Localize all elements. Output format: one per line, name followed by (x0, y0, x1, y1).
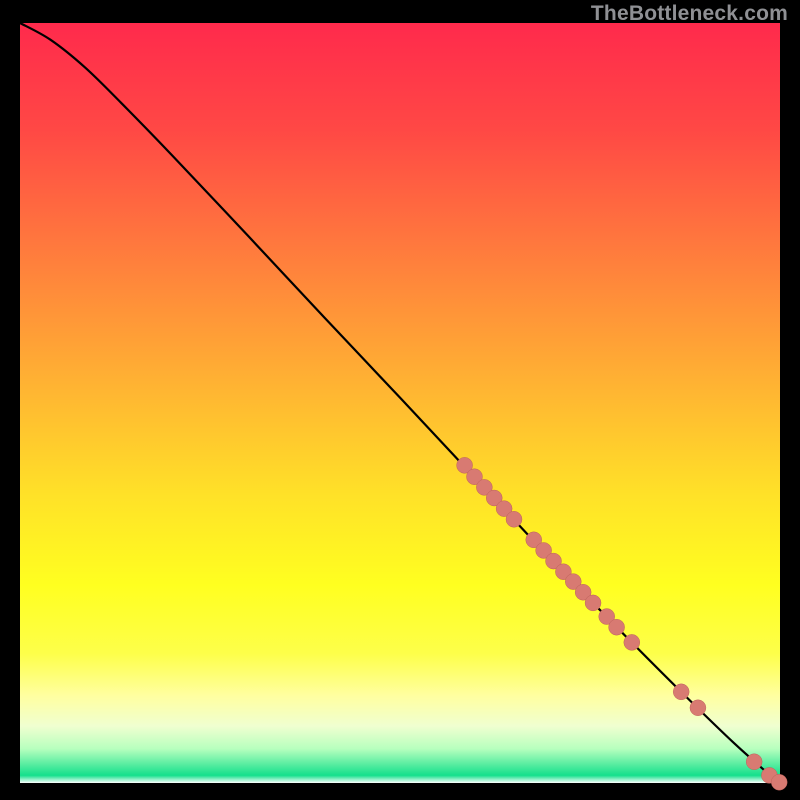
chart-stage: TheBottleneck.com (0, 0, 800, 800)
data-marker (585, 595, 601, 611)
data-marker (690, 700, 706, 716)
data-marker (771, 774, 787, 790)
data-marker (609, 619, 625, 635)
data-marker (746, 754, 762, 770)
data-marker (673, 684, 689, 700)
chart-svg (0, 0, 800, 800)
plot-background (20, 23, 780, 783)
watermark-text: TheBottleneck.com (591, 2, 788, 26)
data-marker (624, 634, 640, 650)
data-marker (506, 511, 522, 527)
